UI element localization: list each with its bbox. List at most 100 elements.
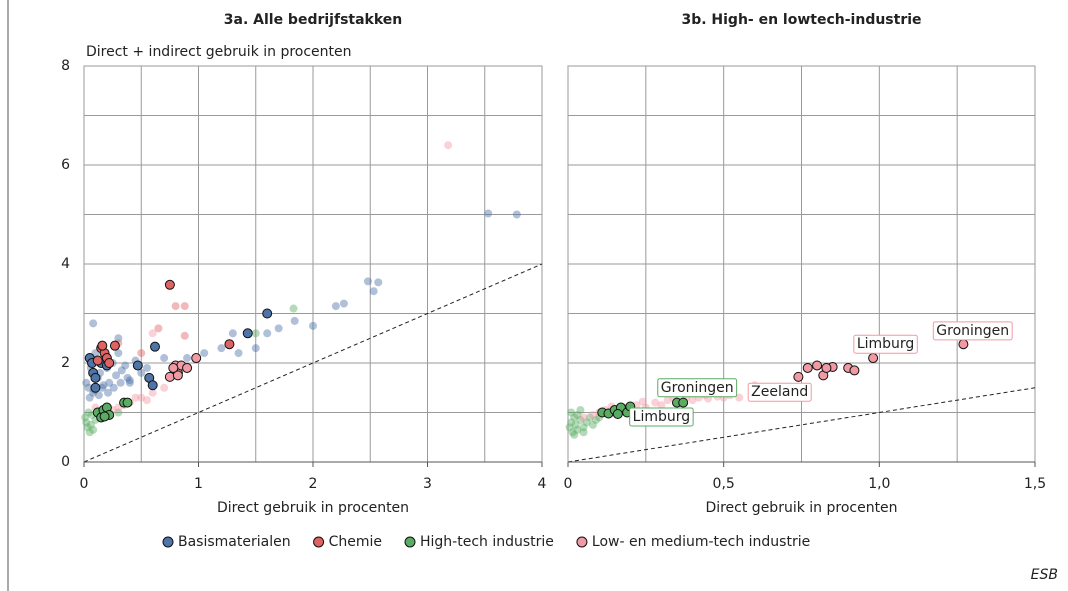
point — [363, 277, 372, 286]
x-axis-label: Direct gebruik in procenten — [705, 500, 897, 516]
highlight-point — [802, 362, 813, 373]
point — [657, 401, 666, 410]
x-tick-label: 4 — [538, 476, 547, 492]
point — [123, 373, 132, 382]
point — [570, 413, 579, 422]
x-axis-label: Direct gebruik in procenten — [217, 500, 409, 516]
x-tick-label: 1,0 — [868, 476, 890, 492]
point — [567, 418, 576, 427]
point — [160, 383, 169, 392]
highlight-point — [147, 380, 158, 391]
x-tick-label: 2 — [309, 476, 318, 492]
annotation-box — [657, 378, 738, 398]
point — [576, 415, 585, 424]
point — [84, 383, 93, 392]
y-tick-label: 4 — [61, 256, 70, 272]
point — [512, 210, 521, 219]
x-tick-label: 0 — [80, 476, 89, 492]
point — [290, 316, 299, 325]
highlight-point — [612, 408, 623, 419]
annotation: Groningen — [661, 380, 734, 396]
point — [99, 381, 108, 390]
point — [735, 393, 744, 402]
highlight-point — [958, 339, 969, 350]
legend-label: Basismaterialen — [178, 534, 291, 550]
diagonal-line — [83, 263, 543, 463]
point — [160, 354, 169, 363]
point — [171, 302, 180, 311]
highlight-point — [262, 308, 273, 319]
point — [121, 361, 130, 370]
point — [109, 383, 118, 392]
point — [125, 376, 134, 385]
point — [112, 371, 121, 380]
annotation: Groningen — [936, 323, 1009, 339]
point — [94, 391, 103, 400]
point — [570, 430, 579, 439]
annotation-box — [629, 407, 694, 427]
diagonal-line — [567, 387, 1036, 463]
point — [84, 408, 93, 417]
point — [369, 287, 378, 296]
source: ESB — [1031, 567, 1058, 583]
point — [154, 324, 163, 333]
x-tick-label: 0 — [564, 476, 573, 492]
annotation-box — [853, 334, 918, 354]
panel-title: 3a. Alle bedrijfstakken — [224, 12, 403, 28]
y-axis-label: Direct + indirect gebruik in procenten — [86, 44, 352, 60]
point — [663, 396, 672, 405]
y-tick-label: 6 — [61, 157, 70, 173]
highlight-point — [97, 340, 108, 351]
point — [251, 329, 260, 338]
highlight-point — [90, 382, 101, 393]
highlight-point — [849, 365, 860, 376]
point — [180, 331, 189, 340]
panel-title: 3b. High- en lowtech-industrie — [681, 12, 921, 28]
point — [263, 329, 272, 338]
point — [89, 319, 98, 328]
point — [148, 388, 157, 397]
point — [85, 428, 94, 437]
highlight-point — [90, 372, 101, 383]
highlight-point — [182, 362, 193, 373]
point — [374, 278, 383, 287]
highlight-point — [793, 371, 804, 382]
highlight-point — [812, 360, 823, 371]
legend-label: Low- en medium-tech industrie — [592, 534, 810, 550]
highlight-point — [164, 279, 175, 290]
point — [576, 406, 585, 415]
x-tick-label: 1 — [194, 476, 203, 492]
point — [217, 344, 226, 353]
point — [585, 413, 594, 422]
point — [114, 334, 123, 343]
x-tick-label: 1,5 — [1024, 476, 1046, 492]
point — [228, 329, 237, 338]
point — [568, 428, 577, 437]
highlight-point — [172, 370, 183, 381]
point — [588, 420, 597, 429]
highlight-point — [122, 397, 133, 408]
point — [82, 378, 91, 387]
point — [85, 393, 94, 402]
point — [114, 408, 123, 417]
point — [180, 302, 189, 311]
point — [339, 299, 348, 308]
legend-label: High-tech industrie — [420, 534, 554, 550]
point — [137, 368, 146, 377]
point — [571, 420, 580, 429]
y-tick-label: 0 — [61, 454, 70, 470]
point — [137, 393, 146, 402]
point — [148, 329, 157, 338]
point — [651, 398, 660, 407]
highlight-point — [104, 358, 115, 368]
highlight-point — [99, 411, 110, 422]
point — [116, 378, 125, 387]
x-tick-label: 0,5 — [713, 476, 735, 492]
point — [251, 344, 260, 353]
point — [573, 410, 582, 419]
highlight-point — [224, 339, 235, 350]
legend-marker — [162, 536, 174, 548]
point — [579, 423, 588, 432]
highlight-point — [109, 340, 120, 351]
